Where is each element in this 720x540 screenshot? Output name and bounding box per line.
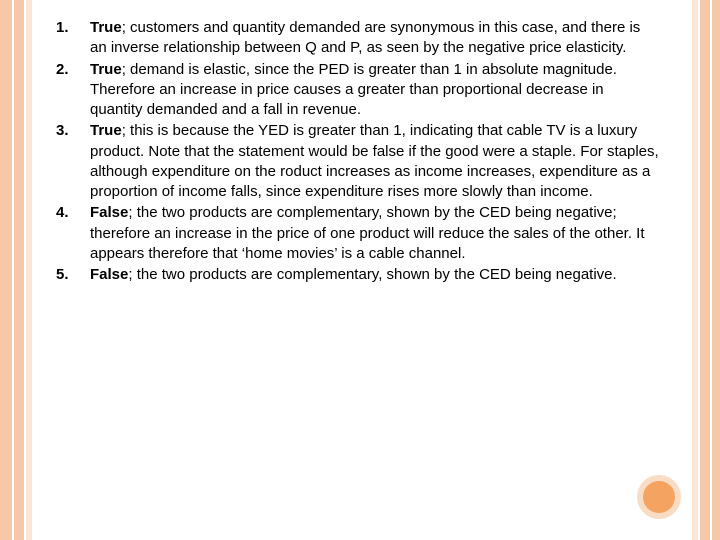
item-lead: True [90, 61, 122, 78]
stripe [712, 0, 720, 540]
item-lead: True [90, 122, 122, 139]
item-rest: ; this is because the YED is greater tha… [90, 122, 659, 200]
item-text: True; this is because the YED is greater… [90, 121, 660, 203]
item-rest: ; the two products are complementary, sh… [90, 204, 645, 262]
stripe [692, 0, 698, 540]
item-number: 2. [56, 60, 90, 122]
stripe [700, 0, 710, 540]
item-rest: ; customers and quantity demanded are sy… [90, 19, 640, 56]
stripe [26, 0, 32, 540]
item-rest: ; the two products are complementary, sh… [128, 266, 616, 283]
list-item: 4.False; the two products are complement… [56, 203, 660, 265]
item-text: False; the two products are complementar… [90, 203, 660, 265]
list-item: 2.True; demand is elastic, since the PED… [56, 60, 660, 122]
list-item: 5.False; the two products are complement… [56, 265, 660, 286]
stripe [14, 0, 24, 540]
item-text: True; demand is elastic, since the PED i… [90, 60, 660, 122]
list-item: 3.True; this is because the YED is great… [56, 121, 660, 203]
numbered-list: 1.True; customers and quantity demanded … [56, 18, 660, 286]
item-lead: True [90, 19, 122, 36]
content-area: 1.True; customers and quantity demanded … [56, 18, 660, 286]
item-text: False; the two products are complementar… [90, 265, 660, 286]
stripe [0, 0, 12, 540]
item-rest: ; demand is elastic, since the PED is gr… [90, 61, 617, 119]
list-item: 1.True; customers and quantity demanded … [56, 18, 660, 60]
item-number: 1. [56, 18, 90, 60]
item-number: 4. [56, 203, 90, 265]
item-number: 3. [56, 121, 90, 203]
item-number: 5. [56, 265, 90, 286]
item-text: True; customers and quantity demanded ar… [90, 18, 660, 60]
decorative-circle-inner [643, 481, 675, 513]
item-lead: False [90, 204, 128, 221]
item-lead: False [90, 266, 128, 283]
